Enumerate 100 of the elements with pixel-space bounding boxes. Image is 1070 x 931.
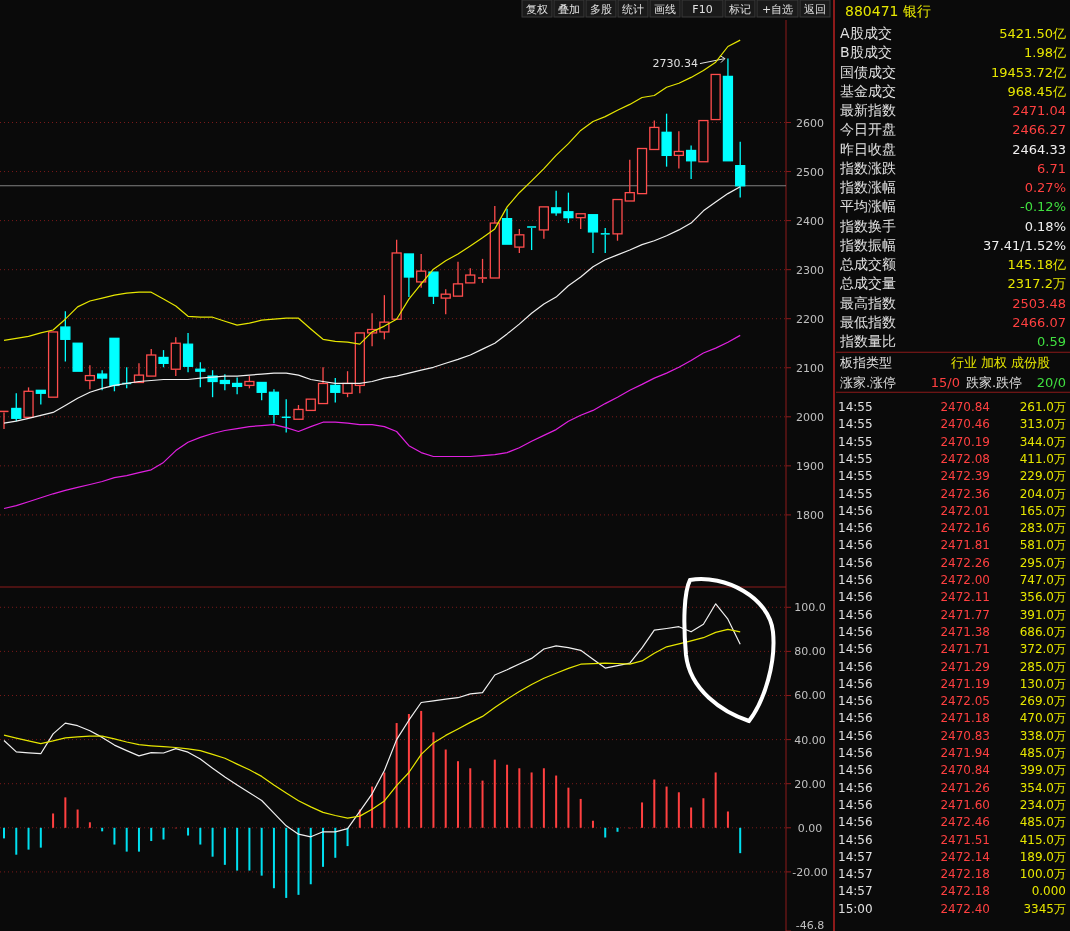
text: 14:56 xyxy=(838,521,873,536)
candlestick xyxy=(72,342,83,372)
candlestick xyxy=(710,73,721,121)
candlestick xyxy=(182,332,194,373)
category-label: +自选 xyxy=(761,3,794,16)
text: 372.0万 xyxy=(1019,642,1066,657)
bar xyxy=(481,780,484,828)
text: 2317.2万 xyxy=(1007,276,1066,292)
text: 0.27% xyxy=(1024,180,1066,195)
text: 2470.83 xyxy=(940,728,990,743)
text: 399.0万 xyxy=(1019,763,1066,778)
text: 15/0 xyxy=(930,375,960,391)
text: 行业 加权 成份股 xyxy=(950,355,1050,371)
text: 391.0万 xyxy=(1019,607,1066,622)
text: 2471.81 xyxy=(940,538,990,553)
candlestick xyxy=(636,147,648,195)
y-tick-label: 2600 xyxy=(796,116,824,130)
text: 14:56 xyxy=(838,624,873,639)
bar xyxy=(260,827,263,876)
bar xyxy=(27,827,30,850)
bar xyxy=(653,779,656,828)
text: 14:56 xyxy=(838,659,873,674)
category-label: 今日开盘 xyxy=(840,121,896,138)
text: 415.0万 xyxy=(1019,832,1066,847)
text: 14:56 xyxy=(838,503,873,518)
y-tick-label: 40.00 xyxy=(794,733,826,747)
candlestick xyxy=(538,206,550,240)
bar xyxy=(223,827,226,865)
category-label: 叠加 xyxy=(558,3,580,16)
bar xyxy=(88,822,91,828)
category-label: 复权 xyxy=(526,3,548,16)
text: 14:55 xyxy=(838,486,873,501)
text: 485.0万 xyxy=(1019,815,1066,830)
bar xyxy=(162,827,165,840)
text: 14:55 xyxy=(838,451,873,466)
bar xyxy=(604,827,607,838)
text: 2472.18 xyxy=(940,867,990,882)
text: 19453.72亿 xyxy=(990,64,1066,80)
candlestick xyxy=(268,388,280,424)
text: 2472.40 xyxy=(940,901,990,916)
text: 14:57 xyxy=(838,867,873,882)
text: 285.0万 xyxy=(1019,659,1066,674)
text: 356.0万 xyxy=(1019,590,1066,605)
bar xyxy=(236,827,239,871)
line-series xyxy=(3,628,741,819)
text: 2471.51 xyxy=(940,832,990,847)
text: 14:57 xyxy=(838,849,873,864)
text: 2472.11 xyxy=(940,590,990,605)
text: 145.18亿 xyxy=(1007,257,1066,272)
y-tick-label: -20.00 xyxy=(792,865,828,879)
category-label: 指数量比 xyxy=(839,333,896,349)
category-label: 平均涨幅 xyxy=(840,198,896,215)
bar xyxy=(297,827,300,895)
category-label: 基金成交 xyxy=(840,82,896,99)
bar xyxy=(52,813,55,828)
text: 14:56 xyxy=(838,763,873,778)
text: 2464.33 xyxy=(1012,141,1066,157)
category-label: 总成交量 xyxy=(839,275,896,292)
bar xyxy=(726,811,729,828)
bar xyxy=(211,827,214,857)
bar xyxy=(677,792,680,828)
bar xyxy=(346,827,349,847)
candlestick xyxy=(526,226,537,251)
text: 14:56 xyxy=(838,555,873,570)
text: 2503.48 xyxy=(1012,295,1066,311)
text: 14:55 xyxy=(838,417,873,432)
bar xyxy=(407,714,410,828)
bar xyxy=(616,827,619,832)
y-tick-label: 2000 xyxy=(796,410,824,424)
category-label: 统计 xyxy=(622,3,644,16)
bar xyxy=(395,723,398,828)
text: 涨家.涨停 xyxy=(840,375,897,391)
category-label: F10 xyxy=(692,3,713,16)
candlestick xyxy=(219,373,231,391)
y-tick-label: 60.00 xyxy=(794,689,826,703)
bar xyxy=(322,827,325,867)
candlestick xyxy=(403,253,415,298)
bar xyxy=(64,797,67,828)
bar xyxy=(199,827,202,845)
bar xyxy=(15,827,18,855)
text: 14:56 xyxy=(838,573,873,587)
text: 2470.84 xyxy=(940,400,990,414)
text: 37.41/1.52% xyxy=(983,237,1066,253)
text: 14:57 xyxy=(838,884,873,899)
bar xyxy=(113,827,116,845)
bar xyxy=(530,772,533,828)
line-series xyxy=(3,39,741,345)
candlestick xyxy=(624,159,635,202)
text: 283.0万 xyxy=(1019,521,1066,536)
text: 3345万 xyxy=(1023,901,1066,916)
category-label: 标记 xyxy=(728,3,751,16)
text: 2472.16 xyxy=(940,521,990,536)
category-label: 画线 xyxy=(654,3,676,16)
text: 411.0万 xyxy=(1019,451,1066,466)
bar xyxy=(591,820,594,828)
text: 2470.46 xyxy=(940,417,990,432)
bar xyxy=(383,772,386,828)
text: 15:00 xyxy=(838,901,873,916)
text: 2472.39 xyxy=(940,469,990,484)
bar xyxy=(444,749,447,828)
